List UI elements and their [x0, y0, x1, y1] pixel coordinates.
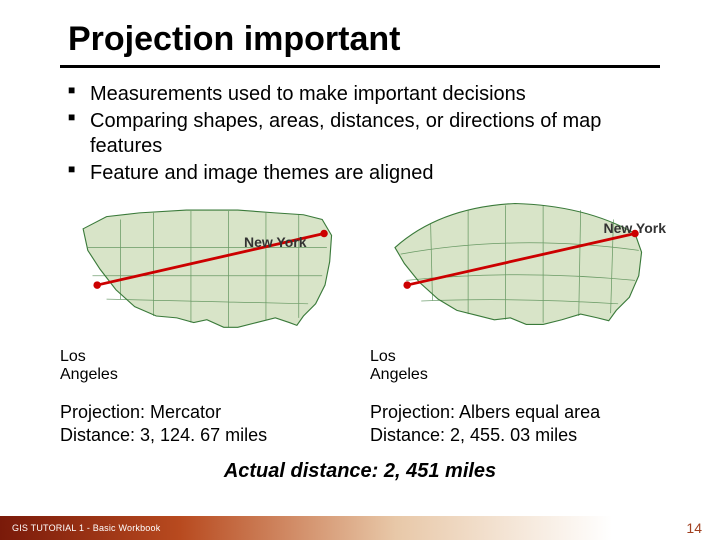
label-los-angeles: Los Angeles [370, 348, 660, 385]
caption-albers: Projection: Albers equal area Distance: … [370, 401, 660, 448]
usa-map-icon [370, 196, 660, 346]
page-number: 14 [686, 520, 702, 536]
map-mercator: New York Los Angeles Projection: Mercato… [60, 196, 350, 448]
maps-row: New York Los Angeles Projection: Mercato… [60, 196, 660, 448]
bullet-list: Measurements used to make important deci… [60, 82, 660, 186]
map-mercator-canvas: New York [60, 196, 350, 346]
caption-line: Distance: 2, 455. 03 miles [370, 424, 660, 447]
bullet-item: Feature and image themes are aligned [68, 161, 660, 186]
label-los-angeles-text: Los Angeles [60, 348, 118, 383]
label-new-york: New York [244, 234, 307, 250]
usa-map-icon [60, 196, 350, 346]
map-albers: New York Los Angeles Projection: Albers … [370, 196, 660, 448]
actual-distance: Actual distance: 2, 451 miles [60, 460, 660, 483]
caption-mercator: Projection: Mercator Distance: 3, 124. 6… [60, 401, 350, 448]
map-albers-canvas: New York [370, 196, 660, 346]
caption-line: Distance: 3, 124. 67 miles [60, 424, 350, 447]
caption-line: Projection: Albers equal area [370, 401, 660, 424]
title-underline [60, 65, 660, 68]
footer-text: GIS TUTORIAL 1 - Basic Workbook [12, 523, 160, 533]
footer: GIS TUTORIAL 1 - Basic Workbook 14 [0, 516, 720, 540]
caption-line: Projection: Mercator [60, 401, 350, 424]
slide: Projection important Measurements used t… [0, 0, 720, 540]
bullet-item: Measurements used to make important deci… [68, 82, 660, 107]
label-new-york: New York [603, 220, 666, 236]
label-los-angeles-text: Los Angeles [370, 348, 428, 383]
bullet-item: Comparing shapes, areas, distances, or d… [68, 109, 660, 159]
label-los-angeles: Los Angeles [60, 348, 350, 385]
page-title: Projection important [60, 20, 660, 59]
